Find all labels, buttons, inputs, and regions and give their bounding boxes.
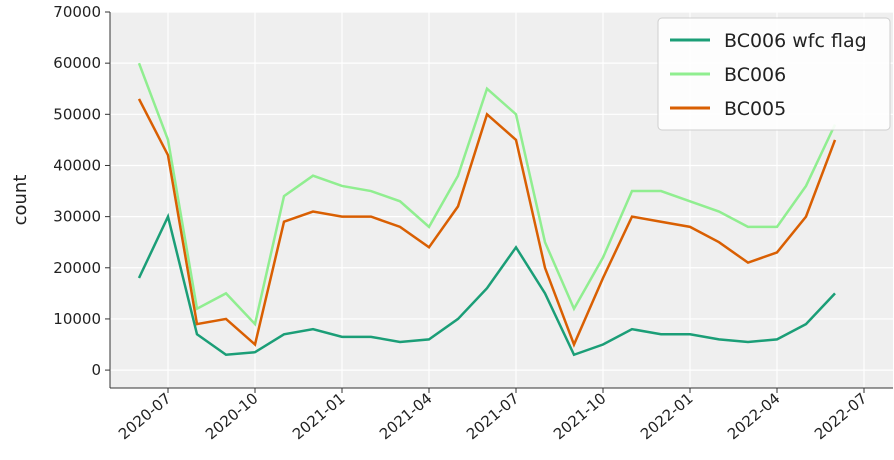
y-tick-label: 70000 (53, 3, 101, 21)
y-axis-label: count (10, 175, 31, 226)
x-tick-label: 2022-01 (637, 389, 697, 443)
y-tick-label: 40000 (53, 156, 101, 174)
series-line (137, 212, 836, 357)
y-tick-label: 20000 (53, 259, 101, 277)
x-tick-label: 2022-04 (724, 389, 784, 443)
series-line (137, 62, 837, 327)
y-tick-label: 50000 (53, 105, 101, 123)
x-tick-label: 2021-10 (550, 389, 610, 443)
x-tick-label: 2021-04 (376, 389, 436, 443)
legend-label: BC006 wfc flag (724, 30, 867, 52)
x-tick-label: 2021-07 (463, 389, 523, 443)
x-tick-label: 2020-10 (202, 389, 262, 443)
x-tick-label: 2020-07 (115, 389, 175, 443)
y-tick-label: 10000 (53, 310, 101, 328)
y-tick-label: 0 (91, 361, 101, 379)
legend-label: BC005 (724, 98, 786, 120)
legend-box (657, 17, 891, 131)
legend-label: BC006 (724, 64, 786, 86)
series-line (137, 98, 837, 348)
x-tick-label: 2022-07 (811, 389, 871, 443)
y-tick-label: 30000 (53, 208, 101, 226)
x-tick-label: 2021-01 (289, 389, 349, 443)
y-tick-label: 60000 (53, 54, 101, 72)
